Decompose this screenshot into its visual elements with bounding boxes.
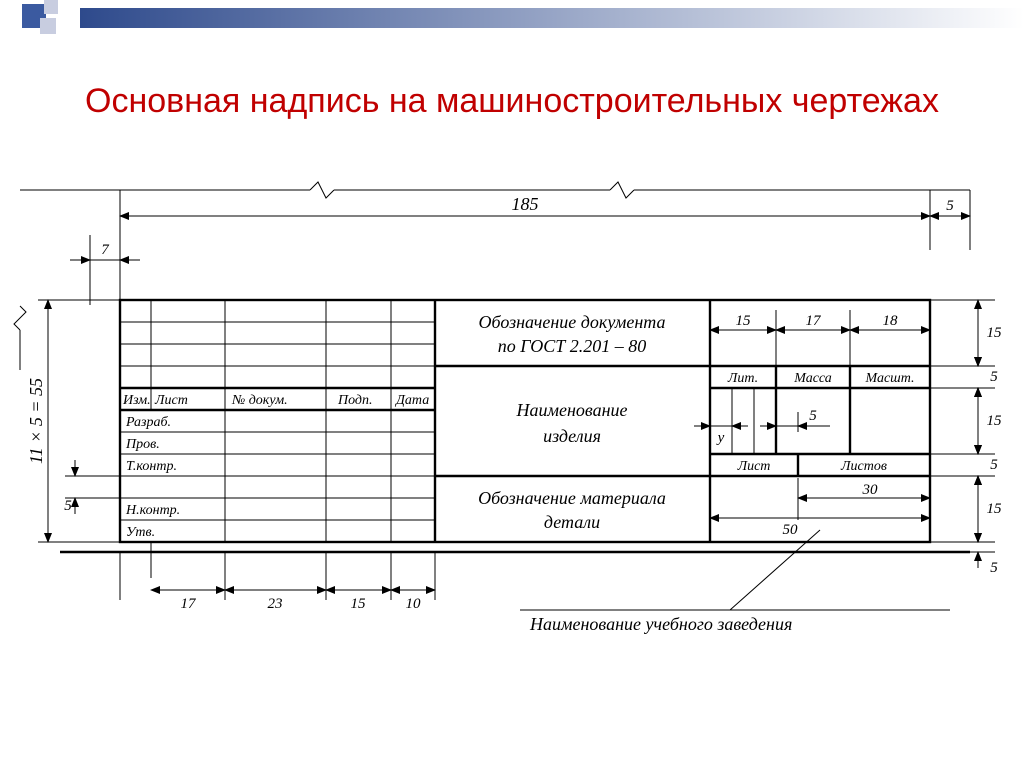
lbl-mat1: Обозначение материала: [478, 488, 666, 508]
lbl-ndokum: № докум.: [231, 393, 288, 408]
dim-left5: 5: [64, 498, 72, 514]
dim-inner5: 5: [809, 408, 817, 424]
dim-50: 50: [783, 522, 799, 538]
header-decoration: [0, 0, 1024, 36]
lbl-list2: Лист: [737, 459, 771, 474]
lbl-utv: Утв.: [126, 525, 155, 540]
dim-c23: 23: [268, 596, 283, 612]
lbl-izm: Изм.: [122, 393, 151, 408]
lbl-list: Лист: [154, 393, 188, 408]
dim-r5: 15: [987, 501, 1003, 517]
deco-square-3: [44, 0, 58, 14]
dim-rc17: 17: [806, 313, 823, 329]
dim-c17: 17: [181, 596, 198, 612]
lbl-podp: Подп.: [337, 393, 373, 408]
dim-r4: 5: [990, 457, 998, 473]
slide-title: Основная надпись на машиностроительных ч…: [0, 80, 1024, 123]
dim-rc15: 15: [736, 313, 752, 329]
lbl-masht: Масшт.: [864, 371, 914, 386]
lbl-name1: Наименование: [515, 400, 627, 420]
lbl-nkontr: Н.контр.: [125, 503, 180, 518]
dim-rc18: 18: [883, 313, 899, 329]
dim-185: 185: [512, 194, 539, 214]
dim-7: 7: [101, 242, 110, 258]
dim-r3: 15: [987, 413, 1003, 429]
dim-u: у: [716, 430, 725, 446]
dim-c10: 10: [406, 596, 422, 612]
header-gradient: [80, 8, 1024, 28]
deco-square-2: [40, 18, 56, 34]
lbl-tkontr: Т.контр.: [126, 459, 177, 474]
lbl-listov: Листов: [840, 459, 887, 474]
title-block-diagram: 185 5 7 Изм. Лист № докум. Подп. Дата Ра…: [10, 180, 1014, 660]
lbl-doc2: по ГОСТ 2.201 – 80: [498, 336, 647, 356]
dim-c15: 15: [351, 596, 367, 612]
lbl-prov: Пров.: [125, 437, 160, 452]
lbl-lit: Лит.: [727, 371, 758, 386]
lbl-data: Дата: [394, 393, 429, 408]
lbl-inst: Наименование учебного заведения: [529, 614, 792, 634]
lbl-massa: Масса: [793, 371, 832, 386]
dim-30: 30: [862, 482, 879, 498]
lbl-mat2: детали: [544, 512, 600, 532]
dim-r1: 15: [987, 325, 1003, 341]
lbl-name2: изделия: [543, 426, 601, 446]
dim-rb: 5: [990, 560, 998, 576]
lbl-razrab: Разраб.: [125, 415, 171, 430]
dim-11x5: 11 × 5 = 55: [26, 378, 46, 464]
lbl-doc1: Обозначение документа: [479, 312, 666, 332]
dim-r2: 5: [990, 369, 998, 385]
dim-5-top: 5: [946, 198, 954, 214]
